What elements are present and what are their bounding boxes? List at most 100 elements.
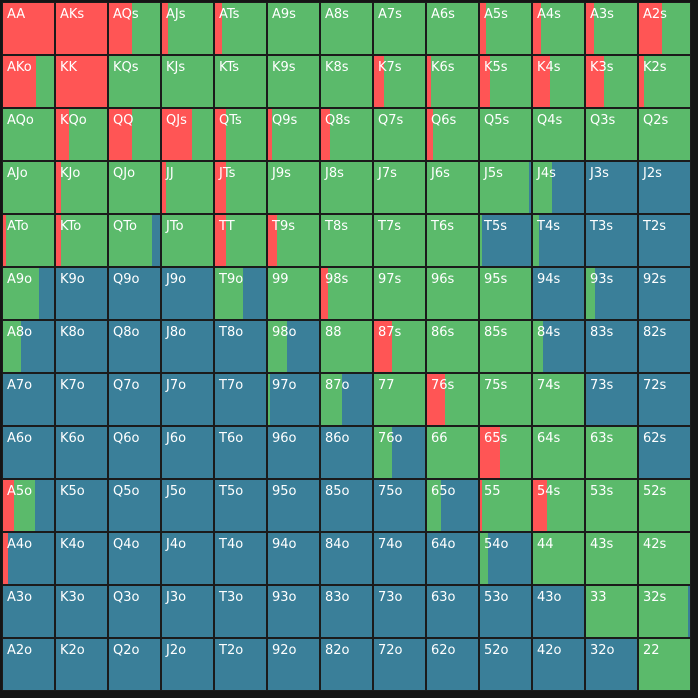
hand-cell-A8s[interactable]: A8s bbox=[320, 2, 373, 55]
hand-cell-Q7o[interactable]: Q7o bbox=[108, 373, 161, 426]
hand-cell-JTo[interactable]: JTo bbox=[161, 214, 214, 267]
hand-cell-99[interactable]: 99 bbox=[267, 267, 320, 320]
hand-cell-AKo[interactable]: AKo bbox=[2, 55, 55, 108]
hand-cell-93s[interactable]: 93s bbox=[585, 267, 638, 320]
hand-cell-K2s[interactable]: K2s bbox=[638, 55, 691, 108]
hand-cell-83s[interactable]: 83s bbox=[585, 320, 638, 373]
hand-cell-65o[interactable]: 65o bbox=[426, 479, 479, 532]
hand-cell-T9s[interactable]: T9s bbox=[267, 214, 320, 267]
hand-cell-KTs[interactable]: KTs bbox=[214, 55, 267, 108]
hand-cell-64s[interactable]: 64s bbox=[532, 426, 585, 479]
hand-cell-83o[interactable]: 83o bbox=[320, 585, 373, 638]
hand-cell-63s[interactable]: 63s bbox=[585, 426, 638, 479]
hand-cell-32o[interactable]: 32o bbox=[585, 638, 638, 691]
hand-cell-72s[interactable]: 72s bbox=[638, 373, 691, 426]
hand-cell-88[interactable]: 88 bbox=[320, 320, 373, 373]
hand-cell-KQo[interactable]: KQo bbox=[55, 108, 108, 161]
hand-cell-Q2s[interactable]: Q2s bbox=[638, 108, 691, 161]
hand-cell-T3o[interactable]: T3o bbox=[214, 585, 267, 638]
hand-cell-ATo[interactable]: ATo bbox=[2, 214, 55, 267]
hand-cell-43o[interactable]: 43o bbox=[532, 585, 585, 638]
hand-cell-K7o[interactable]: K7o bbox=[55, 373, 108, 426]
hand-cell-T7o[interactable]: T7o bbox=[214, 373, 267, 426]
hand-cell-87s[interactable]: 87s bbox=[373, 320, 426, 373]
hand-cell-QJo[interactable]: QJo bbox=[108, 161, 161, 214]
hand-cell-K8o[interactable]: K8o bbox=[55, 320, 108, 373]
hand-cell-J5s[interactable]: J5s bbox=[479, 161, 532, 214]
hand-cell-95o[interactable]: 95o bbox=[267, 479, 320, 532]
hand-cell-32s[interactable]: 32s bbox=[638, 585, 691, 638]
hand-cell-J3o[interactable]: J3o bbox=[161, 585, 214, 638]
hand-cell-K5s[interactable]: K5s bbox=[479, 55, 532, 108]
hand-cell-A5s[interactable]: A5s bbox=[479, 2, 532, 55]
hand-cell-T2s[interactable]: T2s bbox=[638, 214, 691, 267]
hand-cell-J8s[interactable]: J8s bbox=[320, 161, 373, 214]
hand-cell-T5o[interactable]: T5o bbox=[214, 479, 267, 532]
hand-cell-J2o[interactable]: J2o bbox=[161, 638, 214, 691]
hand-cell-A9o[interactable]: A9o bbox=[2, 267, 55, 320]
hand-cell-86o[interactable]: 86o bbox=[320, 426, 373, 479]
hand-cell-72o[interactable]: 72o bbox=[373, 638, 426, 691]
hand-cell-T7s[interactable]: T7s bbox=[373, 214, 426, 267]
hand-cell-22[interactable]: 22 bbox=[638, 638, 691, 691]
hand-cell-K3o[interactable]: K3o bbox=[55, 585, 108, 638]
hand-cell-Q4o[interactable]: Q4o bbox=[108, 532, 161, 585]
hand-cell-33[interactable]: 33 bbox=[585, 585, 638, 638]
hand-cell-Q9o[interactable]: Q9o bbox=[108, 267, 161, 320]
hand-cell-T3s[interactable]: T3s bbox=[585, 214, 638, 267]
hand-cell-J5o[interactable]: J5o bbox=[161, 479, 214, 532]
hand-cell-92s[interactable]: 92s bbox=[638, 267, 691, 320]
hand-cell-87o[interactable]: 87o bbox=[320, 373, 373, 426]
hand-cell-62s[interactable]: 62s bbox=[638, 426, 691, 479]
hand-cell-55[interactable]: 55 bbox=[479, 479, 532, 532]
hand-cell-J2s[interactable]: J2s bbox=[638, 161, 691, 214]
hand-cell-43s[interactable]: 43s bbox=[585, 532, 638, 585]
hand-cell-JJ[interactable]: JJ bbox=[161, 161, 214, 214]
hand-cell-76s[interactable]: 76s bbox=[426, 373, 479, 426]
hand-cell-A4o[interactable]: A4o bbox=[2, 532, 55, 585]
hand-cell-AJo[interactable]: AJo bbox=[2, 161, 55, 214]
hand-cell-J6s[interactable]: J6s bbox=[426, 161, 479, 214]
hand-cell-QTs[interactable]: QTs bbox=[214, 108, 267, 161]
hand-cell-76o[interactable]: 76o bbox=[373, 426, 426, 479]
hand-cell-K8s[interactable]: K8s bbox=[320, 55, 373, 108]
hand-cell-Q6o[interactable]: Q6o bbox=[108, 426, 161, 479]
hand-cell-74o[interactable]: 74o bbox=[373, 532, 426, 585]
hand-cell-A5o[interactable]: A5o bbox=[2, 479, 55, 532]
hand-cell-Q2o[interactable]: Q2o bbox=[108, 638, 161, 691]
hand-cell-K6o[interactable]: K6o bbox=[55, 426, 108, 479]
hand-cell-K5o[interactable]: K5o bbox=[55, 479, 108, 532]
hand-cell-Q3o[interactable]: Q3o bbox=[108, 585, 161, 638]
hand-cell-J9o[interactable]: J9o bbox=[161, 267, 214, 320]
hand-cell-84o[interactable]: 84o bbox=[320, 532, 373, 585]
hand-cell-J4s[interactable]: J4s bbox=[532, 161, 585, 214]
hand-cell-52s[interactable]: 52s bbox=[638, 479, 691, 532]
hand-cell-53s[interactable]: 53s bbox=[585, 479, 638, 532]
hand-cell-Q7s[interactable]: Q7s bbox=[373, 108, 426, 161]
hand-cell-98o[interactable]: 98o bbox=[267, 320, 320, 373]
hand-cell-K6s[interactable]: K6s bbox=[426, 55, 479, 108]
hand-cell-K9o[interactable]: K9o bbox=[55, 267, 108, 320]
hand-cell-KQs[interactable]: KQs bbox=[108, 55, 161, 108]
hand-cell-94o[interactable]: 94o bbox=[267, 532, 320, 585]
hand-cell-KJo[interactable]: KJo bbox=[55, 161, 108, 214]
hand-cell-AA[interactable]: AA bbox=[2, 2, 55, 55]
hand-cell-86s[interactable]: 86s bbox=[426, 320, 479, 373]
hand-cell-A7s[interactable]: A7s bbox=[373, 2, 426, 55]
hand-cell-AKs[interactable]: AKs bbox=[55, 2, 108, 55]
hand-cell-K4s[interactable]: K4s bbox=[532, 55, 585, 108]
hand-cell-A3s[interactable]: A3s bbox=[585, 2, 638, 55]
hand-cell-A6o[interactable]: A6o bbox=[2, 426, 55, 479]
hand-cell-KJs[interactable]: KJs bbox=[161, 55, 214, 108]
hand-cell-A4s[interactable]: A4s bbox=[532, 2, 585, 55]
hand-cell-63o[interactable]: 63o bbox=[426, 585, 479, 638]
hand-cell-TT[interactable]: TT bbox=[214, 214, 267, 267]
hand-cell-K3s[interactable]: K3s bbox=[585, 55, 638, 108]
hand-cell-T8s[interactable]: T8s bbox=[320, 214, 373, 267]
hand-cell-T5s[interactable]: T5s bbox=[479, 214, 532, 267]
hand-cell-T2o[interactable]: T2o bbox=[214, 638, 267, 691]
hand-cell-53o[interactable]: 53o bbox=[479, 585, 532, 638]
hand-cell-93o[interactable]: 93o bbox=[267, 585, 320, 638]
hand-cell-85s[interactable]: 85s bbox=[479, 320, 532, 373]
hand-cell-J9s[interactable]: J9s bbox=[267, 161, 320, 214]
